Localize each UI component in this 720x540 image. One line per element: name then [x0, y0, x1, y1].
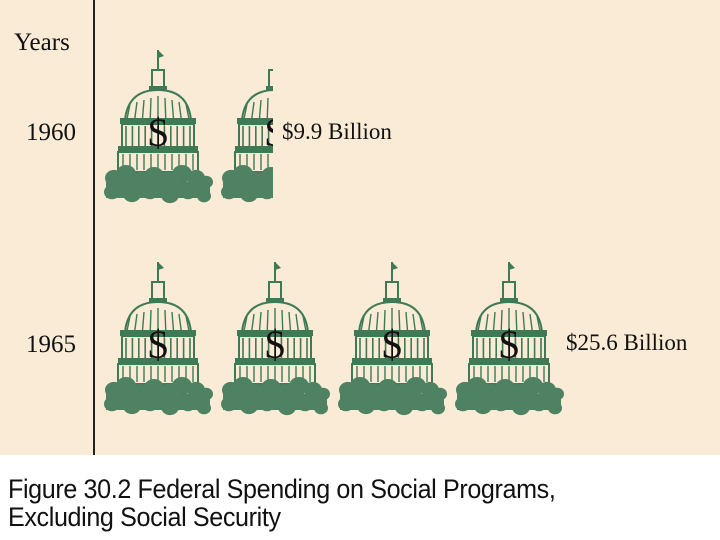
figure-caption-line-1: Figure 30.2 Federal Spending on Social P…	[8, 474, 556, 504]
capitol-dome-dollar-icon-1965-1: $	[104, 262, 213, 416]
capitol-dome-dollar-icon-1960-partial: $	[221, 69, 285, 203]
svg-text:$: $	[148, 110, 168, 155]
capitol-dome-dollar-icon-1960-1: $	[104, 50, 213, 204]
figure-caption-line-2: Excluding Social Security	[8, 502, 281, 532]
value-label-1965: $25.6 Billion	[566, 330, 688, 355]
svg-text:$: $	[265, 322, 285, 367]
svg-text:$: $	[499, 322, 519, 367]
y-axis-label: Years	[14, 29, 70, 56]
capitol-dome-dollar-icon-1965-4: $	[455, 262, 564, 416]
capitol-dome-dollar-icon-1965-2: $	[221, 262, 330, 416]
category-label-1960: 1960	[26, 119, 76, 146]
svg-text:$: $	[382, 322, 402, 367]
category-label-1965: 1965	[26, 331, 76, 358]
svg-text:$: $	[265, 110, 285, 155]
pictograph-chart: Years 1960 1965 $ $ $ $ $ $ $9.9 Billion $25.…	[0, 0, 720, 455]
capitol-dome-dollar-icon-1965-3: $	[338, 262, 447, 416]
value-label-1960: $9.9 Billion	[282, 119, 392, 144]
svg-text:$: $	[148, 322, 168, 367]
partial-icon-clip-1960: $	[221, 69, 285, 203]
